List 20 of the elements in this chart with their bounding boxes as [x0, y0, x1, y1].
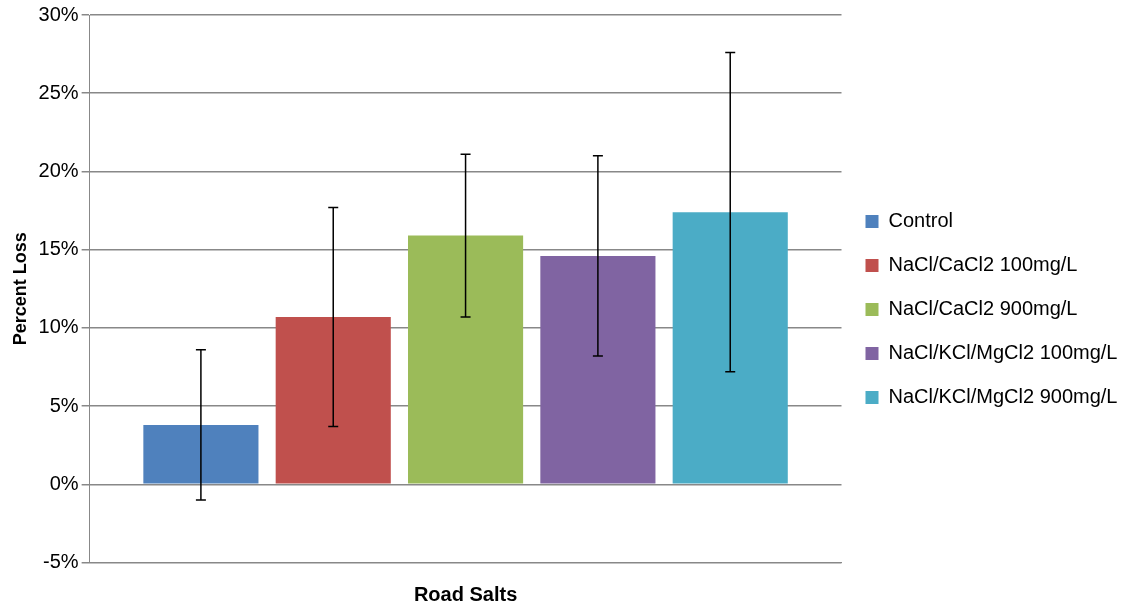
bar — [408, 235, 524, 484]
y-tick-label: 15% — [38, 237, 79, 260]
legend-label: NaCl/KCl/MgCl2 100mg/L — [888, 341, 1118, 364]
y-tick-label: 30% — [38, 2, 79, 25]
bar — [143, 424, 259, 484]
bar — [275, 316, 391, 484]
y-tick-label: 5% — [49, 393, 79, 416]
y-tick-label: 10% — [38, 315, 79, 338]
bar — [540, 255, 656, 484]
x-axis-title: Road Salts — [413, 582, 518, 605]
legend-label: NaCl/CaCl2 100mg/L — [888, 253, 1078, 276]
legend-label: Control — [888, 209, 953, 232]
y-tick-label: -5% — [43, 550, 79, 573]
y-axis-title: Percent Loss — [9, 232, 30, 346]
bar — [672, 212, 788, 484]
y-tick-label: 20% — [38, 158, 79, 181]
y-tick-label: 0% — [49, 471, 79, 494]
y-tick-label: 25% — [38, 80, 79, 103]
legend-label: NaCl/CaCl2 900mg/L — [888, 297, 1078, 320]
legend-label: NaCl/KCl/MgCl2 900mg/L — [888, 385, 1118, 408]
